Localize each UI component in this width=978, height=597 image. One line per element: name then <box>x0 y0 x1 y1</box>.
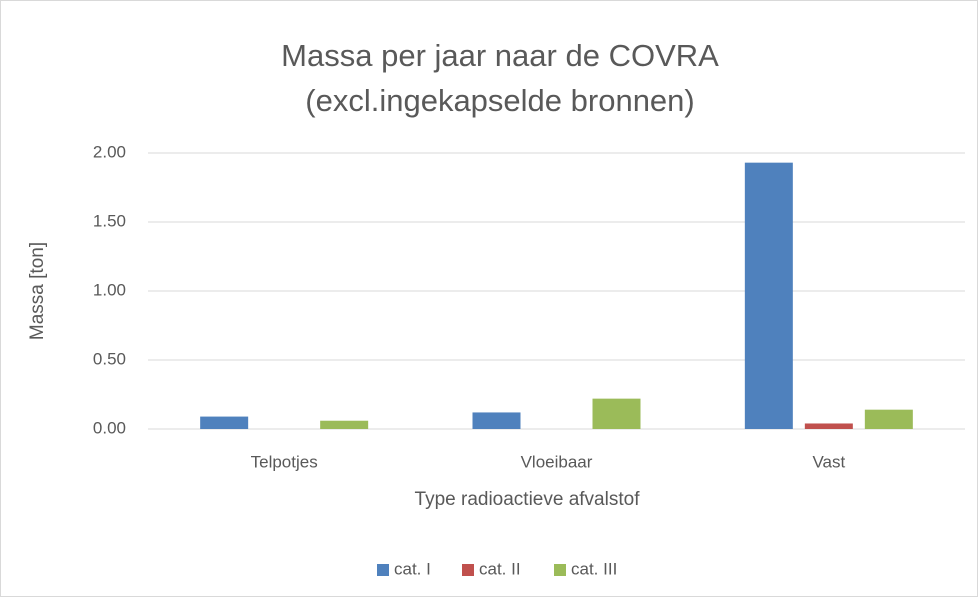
bar <box>592 398 641 429</box>
legend-label: cat. III <box>571 559 617 578</box>
x-axis-label: Type radioactieve afvalstof <box>415 489 641 510</box>
x-tick-label: Vloeibaar <box>521 452 593 471</box>
legend-label: cat. I <box>394 559 431 578</box>
legend-label: cat. II <box>479 559 521 578</box>
x-tick-label: Telpotjes <box>251 452 318 471</box>
bar <box>864 409 913 429</box>
bar <box>200 416 249 429</box>
bar <box>472 412 521 429</box>
bar <box>744 162 793 429</box>
legend-swatch <box>462 564 474 576</box>
bar <box>804 423 853 429</box>
y-tick-label: 0.00 <box>93 418 126 437</box>
chart-title: Massa per jaar naar de COVRA <box>281 38 719 73</box>
y-tick-label: 0.50 <box>93 349 126 368</box>
bar <box>320 420 369 429</box>
legend-swatch <box>377 564 389 576</box>
y-tick-label: 2.00 <box>93 142 126 161</box>
y-axis-label: Massa [ton] <box>27 242 48 340</box>
y-tick-label: 1.00 <box>93 280 126 299</box>
x-tick-label: Vast <box>812 452 845 471</box>
legend-swatch <box>554 564 566 576</box>
y-tick-label: 1.50 <box>93 211 126 230</box>
chart-title: (excl.ingekapselde bronnen) <box>305 83 694 118</box>
